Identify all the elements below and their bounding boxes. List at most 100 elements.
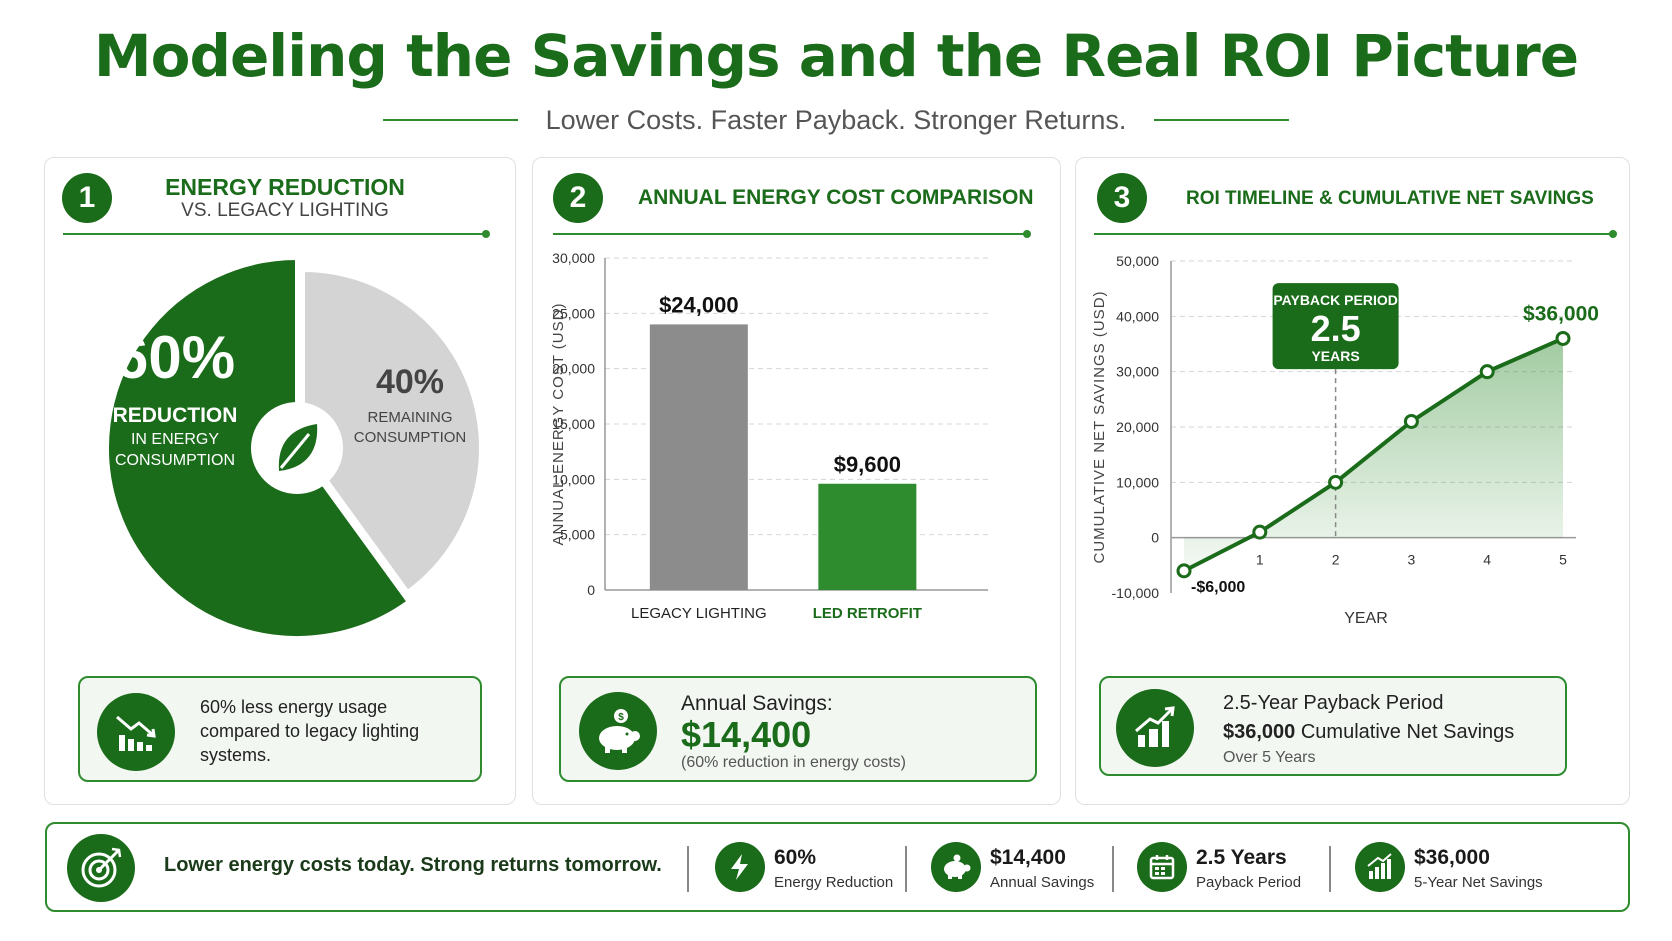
footer-divider <box>905 846 907 892</box>
pie-label-remaining-1: REMAINING <box>367 409 452 426</box>
target-icon <box>67 834 135 902</box>
subtitle-rule-right <box>1154 119 1290 121</box>
roi-info-line2: $36,000 Cumulative Net Savings <box>1223 721 1514 744</box>
piggy-bank-icon: $ <box>579 692 657 770</box>
line-chart-y-label: CUMULATIVE NET SAVINGS (USD) <box>1091 290 1108 563</box>
annual-savings-label: Annual Savings: <box>681 692 833 715</box>
roi-info-box: 2.5-Year Payback Period $36,000 Cumulati… <box>1099 676 1567 776</box>
line-chart-point <box>1328 474 1344 490</box>
pie-label-reduction: REDUCTION <box>113 404 238 427</box>
energy-info-line1: 60% less energy usage <box>200 697 388 717</box>
line-chart-x-tick-label: 1 <box>1256 552 1264 568</box>
bar-category-led: LED RETROFIT <box>813 605 922 622</box>
calendar-icon <box>1137 842 1187 892</box>
footer-stat-value: 60% <box>774 846 817 869</box>
energy-info-line2: compared to legacy lighting <box>200 721 420 741</box>
roi-line-chart: -10,000 0 10,000 20,000 30,000 40,000 50,000 1… <box>1091 253 1599 627</box>
line-chart-x-ticks: 1 2 3 4 5 <box>1256 552 1567 568</box>
energy-info-box: 60% less energy usage compared to legacy… <box>78 676 482 782</box>
energy-info-line3: systems. <box>200 745 272 765</box>
page-title: Modeling the Savings and the Real ROI Pi… <box>93 22 1579 90</box>
line-chart-x-tick-label: 5 <box>1559 552 1567 568</box>
leaf-icon <box>278 424 318 471</box>
lightning-icon <box>715 842 765 892</box>
line-chart-y-ticks: -10,000 0 10,000 20,000 30,000 40,000 50,000 <box>1112 253 1160 601</box>
bar-chart: 0 5,000 10,000 15,000 20,000 25,000 30,000 ANN… <box>550 250 988 622</box>
energy-down-chart-icon <box>97 693 175 771</box>
bar-chart-y-tick-label: 5,000 <box>560 527 595 543</box>
line-chart-y-tick-label: 20,000 <box>1116 419 1159 435</box>
growth-chart-icon <box>1355 842 1405 892</box>
payback-callout: PAYBACK PERIOD 2.5 YEARS <box>1272 283 1399 370</box>
line-chart-points <box>1176 330 1571 579</box>
bar-chart-y-label: ANNUAL ENERGY COST (USD) <box>550 303 567 546</box>
panel-title: ANNUAL ENERGY COST COMPARISON <box>638 186 1034 209</box>
bar-chart-y-ticks: 0 5,000 10,000 15,000 20,000 25,000 30,000 <box>552 250 595 598</box>
subtitle-rule-left <box>382 119 518 121</box>
footer-stat-value: $36,000 <box>1414 846 1490 869</box>
svg-text:$: $ <box>618 712 624 723</box>
line-chart-point <box>1479 364 1495 380</box>
pie-chart: 60% REDUCTION IN ENERGY CONSUMPTION 40% … <box>105 255 483 640</box>
line-chart-point <box>1252 524 1268 540</box>
footer-tagline: Lower energy costs today. Strong returns… <box>164 854 662 876</box>
panel-divider <box>63 230 490 238</box>
panel-divider <box>553 230 1031 238</box>
pie-label-reduction-sub1: IN ENERGY <box>131 431 219 448</box>
cost-comparison-panel: 2 ANNUAL ENERGY COST COMPARISON 0 5,000 10… <box>532 157 1061 805</box>
line-chart-x-tick-label: 4 <box>1483 552 1491 568</box>
panel-title: ROI TIMELINE & CUMULATIVE NET SAVINGS <box>1186 188 1594 209</box>
roi-info-value: $36,000 <box>1223 721 1296 743</box>
footer-stat-label: Annual Savings <box>990 874 1095 891</box>
payback-value: 2.5 <box>1311 308 1361 349</box>
page-subtitle: Lower Costs. Faster Payback. Stronger Re… <box>545 104 1127 135</box>
roi-info-line1: 2.5-Year Payback Period <box>1223 692 1444 714</box>
roi-info-line3: Over 5 Years <box>1223 749 1316 766</box>
bar-chart-y-tick-label: 10,000 <box>552 471 595 487</box>
bar-chart-y-tick-label: 15,000 <box>552 416 595 432</box>
line-chart-point <box>1555 330 1571 346</box>
line-chart-x-tick-label: 3 <box>1408 552 1416 568</box>
payback-unit: YEARS <box>1311 348 1359 364</box>
line-chart-point <box>1176 563 1192 579</box>
annual-savings-note: (60% reduction in energy costs) <box>681 754 906 771</box>
panel-number-badge: 1 <box>62 173 112 223</box>
annual-savings-value: $14,400 <box>681 714 812 755</box>
summary-footer: Lower energy costs today. Strong returns… <box>45 822 1630 912</box>
line-chart-y-tick-label: 0 <box>1151 530 1159 546</box>
payback-title: PAYBACK PERIOD <box>1273 292 1397 308</box>
line-chart-x-tick-label: 2 <box>1332 552 1340 568</box>
energy-reduction-panel: 1 ENERGY REDUCTION VS. LEGACY LIGHTING 6… <box>44 157 516 805</box>
line-chart-point <box>1403 413 1419 429</box>
footer-stat-label: Energy Reduction <box>774 874 894 891</box>
bar-data-label-legacy: $24,000 <box>659 292 739 317</box>
roi-info-line2-text: Cumulative Net Savings <box>1295 721 1515 743</box>
roi-timeline-panel: 3 ROI TIMELINE & CUMULATIVE NET SAVINGS … <box>1075 157 1630 805</box>
cumulative-savings-line <box>1183 336 1564 573</box>
footer-divider <box>1329 846 1331 892</box>
line-chart-y-tick-label: -10,000 <box>1112 585 1160 601</box>
panel-number-badge: 2 <box>553 173 603 223</box>
bar-category-legacy: LEGACY LIGHTING <box>631 605 767 622</box>
bar-chart-y-tick-label: 20,000 <box>552 361 595 377</box>
annual-savings-box: $ Annual Savings: $14,400 (60% reduction… <box>559 676 1037 782</box>
bar-led-retrofit <box>818 483 917 590</box>
piggy-bank-icon <box>931 842 981 892</box>
pie-label-reduction-sub2: CONSUMPTION <box>115 452 235 469</box>
growth-money-icon <box>1116 689 1194 767</box>
panel-divider <box>1094 230 1617 238</box>
line-start-label: -$6,000 <box>1191 579 1245 596</box>
pie-label-reduction-pct: 60% <box>115 324 235 391</box>
line-end-label: $36,000 <box>1523 302 1599 325</box>
footer-divider <box>687 846 689 892</box>
cumulative-savings-area <box>1184 338 1563 571</box>
footer-stat-value: 2.5 Years <box>1196 846 1287 869</box>
line-chart-y-tick-label: 30,000 <box>1116 364 1159 380</box>
line-chart-y-tick-label: 40,000 <box>1116 308 1159 324</box>
line-chart-y-tick-label: 50,000 <box>1116 253 1159 269</box>
pie-slice-remaining <box>301 267 483 595</box>
subtitle-row: Lower Costs. Faster Payback. Stronger Re… <box>0 102 1672 138</box>
bar-chart-y-tick-label: 0 <box>587 582 595 598</box>
bar-chart-y-tick-label: 30,000 <box>552 250 595 266</box>
footer-stat-value: $14,400 <box>990 846 1066 869</box>
